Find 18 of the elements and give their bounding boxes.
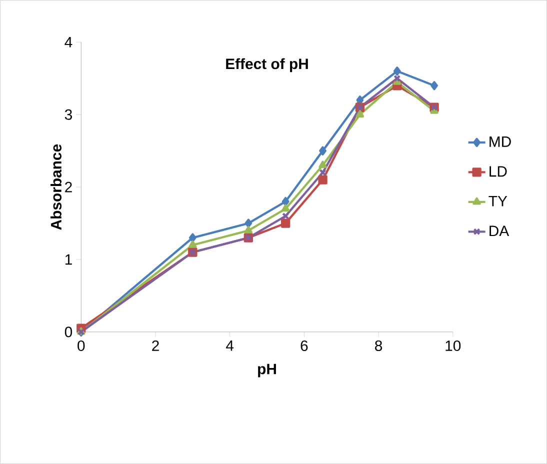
y-tick-label: 3 [64,109,72,120]
x-tick-label: 0 [78,340,85,352]
x-axis-title: pH [258,364,276,378]
y-tick-label: 1 [65,254,72,265]
x-tick-label: 2 [152,340,159,351]
x-tick-label: 10 [446,340,461,352]
x-tick-label: 6 [300,340,308,352]
text: Effect of pH [226,58,308,72]
x-tick-label: 4 [226,340,234,351]
legend-label: DA [490,226,510,236]
y-axis-title: Absorbance [50,144,62,230]
legend-label: LD [490,166,507,177]
y-tick-label: 0 [64,326,72,338]
y-tick-label: 4 [64,37,72,48]
x-tick-label: 8 [375,340,382,352]
legend-label: TY [488,196,508,206]
y-tick-label: 2 [65,182,72,192]
legend-label: MD [490,136,511,147]
